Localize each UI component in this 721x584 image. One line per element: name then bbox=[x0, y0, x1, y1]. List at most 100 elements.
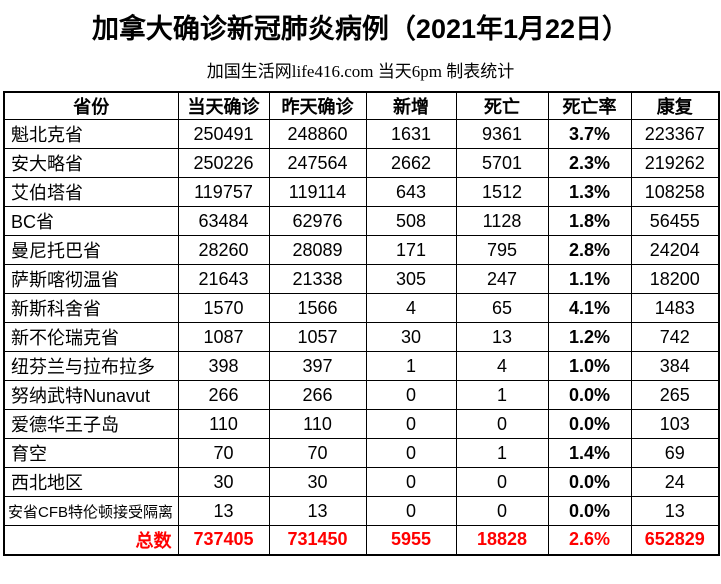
total-today-cell: 737405 bbox=[177, 525, 270, 555]
recovered-cell: 18200 bbox=[630, 264, 720, 294]
province-cell: 新斯科舍省 bbox=[3, 293, 179, 323]
deaths-cell: 247 bbox=[455, 264, 549, 294]
province-cell: BC省 bbox=[3, 206, 179, 236]
today-confirmed-cell: 70 bbox=[177, 438, 270, 468]
deaths-cell: 795 bbox=[455, 235, 549, 265]
deaths-cell: 1512 bbox=[455, 177, 549, 207]
deaths-cell: 65 bbox=[455, 293, 549, 323]
death-rate-cell: 2.3% bbox=[547, 148, 632, 178]
yesterday-confirmed-cell: 248860 bbox=[268, 119, 367, 149]
total-new-cell: 5955 bbox=[365, 525, 457, 555]
deaths-cell: 0 bbox=[455, 496, 549, 526]
covid-stats-table: 省份 当天确诊 昨天确诊 新增 死亡 死亡率 康复 魁北克省 250491 2488… bbox=[3, 91, 720, 556]
yesterday-confirmed-cell: 1057 bbox=[268, 322, 367, 352]
new-cases-cell: 0 bbox=[365, 438, 457, 468]
total-label-cell: 总数 bbox=[3, 525, 179, 555]
table-row: 萨斯喀彻温省 21643 21338 305 247 1.1% 18200 bbox=[3, 264, 720, 294]
province-cell: 曼尼托巴省 bbox=[3, 235, 179, 265]
table-row: 育空 70 70 0 1 1.4% 69 bbox=[3, 438, 720, 468]
yesterday-confirmed-cell: 21338 bbox=[268, 264, 367, 294]
province-cell: 艾伯塔省 bbox=[3, 177, 179, 207]
new-cases-cell: 0 bbox=[365, 380, 457, 410]
province-cell: 萨斯喀彻温省 bbox=[3, 264, 179, 294]
death-rate-cell: 1.8% bbox=[547, 206, 632, 236]
header-death-rate: 死亡率 bbox=[547, 91, 632, 120]
yesterday-confirmed-cell: 1566 bbox=[268, 293, 367, 323]
today-confirmed-cell: 1087 bbox=[177, 322, 270, 352]
deaths-cell: 5701 bbox=[455, 148, 549, 178]
table-row: 西北地区 30 30 0 0 0.0% 24 bbox=[3, 467, 720, 497]
yesterday-confirmed-cell: 266 bbox=[268, 380, 367, 410]
death-rate-cell: 1.4% bbox=[547, 438, 632, 468]
yesterday-confirmed-cell: 70 bbox=[268, 438, 367, 468]
province-cell: 育空 bbox=[3, 438, 179, 468]
recovered-cell: 24204 bbox=[630, 235, 720, 265]
today-confirmed-cell: 119757 bbox=[177, 177, 270, 207]
death-rate-cell: 2.8% bbox=[547, 235, 632, 265]
today-confirmed-cell: 28260 bbox=[177, 235, 270, 265]
header-row: 省份 当天确诊 昨天确诊 新增 死亡 死亡率 康复 bbox=[3, 91, 720, 120]
yesterday-confirmed-cell: 119114 bbox=[268, 177, 367, 207]
page-subtitle: 加国生活网life416.com 当天6pm 制表统计 bbox=[206, 62, 515, 81]
province-cell: 魁北克省 bbox=[3, 119, 179, 149]
today-confirmed-cell: 1570 bbox=[177, 293, 270, 323]
province-cell: 爱德华王子岛 bbox=[3, 409, 179, 439]
today-confirmed-cell: 63484 bbox=[177, 206, 270, 236]
deaths-cell: 1 bbox=[455, 438, 549, 468]
yesterday-confirmed-cell: 28089 bbox=[268, 235, 367, 265]
new-cases-cell: 643 bbox=[365, 177, 457, 207]
new-cases-cell: 30 bbox=[365, 322, 457, 352]
new-cases-cell: 4 bbox=[365, 293, 457, 323]
death-rate-cell: 3.7% bbox=[547, 119, 632, 149]
today-confirmed-cell: 110 bbox=[177, 409, 270, 439]
yesterday-confirmed-cell: 110 bbox=[268, 409, 367, 439]
total-row: 总数 737405 731450 5955 18828 2.6% 652829 bbox=[3, 525, 720, 555]
recovered-cell: 384 bbox=[630, 351, 720, 381]
yesterday-confirmed-cell: 62976 bbox=[268, 206, 367, 236]
death-rate-cell: 0.0% bbox=[547, 409, 632, 439]
new-cases-cell: 171 bbox=[365, 235, 457, 265]
total-yesterday-cell: 731450 bbox=[268, 525, 367, 555]
today-confirmed-cell: 30 bbox=[177, 467, 270, 497]
page-title: 加拿大确诊新冠肺炎病例（2021年1月22日） bbox=[91, 14, 630, 44]
province-cell: 纽芬兰与拉布拉多 bbox=[3, 351, 179, 381]
recovered-cell: 108258 bbox=[630, 177, 720, 207]
province-cell: 安大略省 bbox=[3, 148, 179, 178]
death-rate-cell: 0.0% bbox=[547, 496, 632, 526]
table-row: 纽芬兰与拉布拉多 398 397 1 4 1.0% 384 bbox=[3, 351, 720, 381]
recovered-cell: 219262 bbox=[630, 148, 720, 178]
yesterday-confirmed-cell: 247564 bbox=[268, 148, 367, 178]
death-rate-cell: 1.3% bbox=[547, 177, 632, 207]
total-deaths-cell: 18828 bbox=[455, 525, 549, 555]
header-new-cases: 新增 bbox=[365, 91, 457, 120]
recovered-cell: 742 bbox=[630, 322, 720, 352]
death-rate-cell: 1.2% bbox=[547, 322, 632, 352]
deaths-cell: 0 bbox=[455, 409, 549, 439]
table-row: 新不伦瑞克省 1087 1057 30 13 1.2% 742 bbox=[3, 322, 720, 352]
total-recovered-cell: 652829 bbox=[630, 525, 720, 555]
header-recovered: 康复 bbox=[630, 91, 720, 120]
table-row: 努纳武特Nunavut 266 266 0 1 0.0% 265 bbox=[3, 380, 720, 410]
new-cases-cell: 1631 bbox=[365, 119, 457, 149]
death-rate-cell: 4.1% bbox=[547, 293, 632, 323]
header-today-confirmed: 当天确诊 bbox=[177, 91, 270, 120]
header-deaths: 死亡 bbox=[455, 91, 549, 120]
new-cases-cell: 0 bbox=[365, 409, 457, 439]
table-row: 曼尼托巴省 28260 28089 171 795 2.8% 24204 bbox=[3, 235, 720, 265]
today-confirmed-cell: 398 bbox=[177, 351, 270, 381]
table-row: 魁北克省 250491 248860 1631 9361 3.7% 223367 bbox=[3, 119, 720, 149]
today-confirmed-cell: 21643 bbox=[177, 264, 270, 294]
table-row: 艾伯塔省 119757 119114 643 1512 1.3% 108258 bbox=[3, 177, 720, 207]
deaths-cell: 1 bbox=[455, 380, 549, 410]
table-row: 安大略省 250226 247564 2662 5701 2.3% 219262 bbox=[3, 148, 720, 178]
death-rate-cell: 1.0% bbox=[547, 351, 632, 381]
province-cell: 新不伦瑞克省 bbox=[3, 322, 179, 352]
recovered-cell: 103 bbox=[630, 409, 720, 439]
yesterday-confirmed-cell: 397 bbox=[268, 351, 367, 381]
new-cases-cell: 2662 bbox=[365, 148, 457, 178]
death-rate-cell: 1.1% bbox=[547, 264, 632, 294]
recovered-cell: 265 bbox=[630, 380, 720, 410]
header-province: 省份 bbox=[3, 91, 179, 120]
